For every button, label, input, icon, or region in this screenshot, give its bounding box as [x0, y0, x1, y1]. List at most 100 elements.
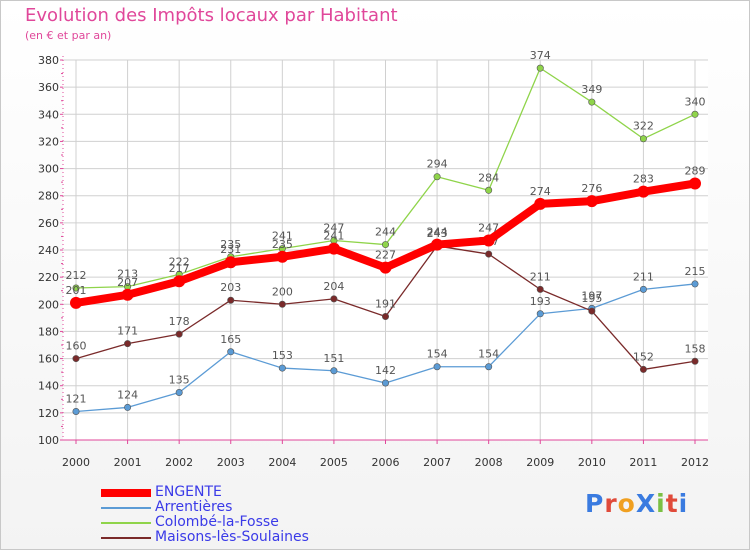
data-label-engente: 289: [685, 165, 706, 178]
y-tick-label: 320: [38, 135, 59, 148]
data-label-colombe-la-fosse: 212: [66, 269, 87, 282]
data-point-engente: [173, 275, 186, 288]
data-point-colombe-la-fosse: [72, 284, 80, 292]
data-label-maisons-les-soulaines: 158: [685, 342, 706, 355]
data-label-arrentieres: 215: [685, 265, 706, 278]
data-point-engente: [689, 177, 701, 190]
data-label-colombe-la-fosse: 284: [478, 171, 499, 184]
legend: ENGENTE Arrentières Colombé-la-Fosse Mai…: [101, 485, 401, 545]
data-point-maisons-les-soulaines: [639, 365, 647, 373]
legend-label-engente: ENGENTE: [155, 484, 222, 500]
y-tick-label: 300: [38, 163, 59, 176]
data-label-colombe-la-fosse: 294: [427, 158, 448, 171]
data-label-maisons-les-soulaines: 178: [169, 315, 190, 328]
x-tick-label: 2002: [165, 456, 193, 469]
data-label-maisons-les-soulaines: 243: [427, 227, 448, 240]
legend-item-colombe: Colombé-la-Fosse: [101, 515, 401, 530]
data-label-engente: 217: [169, 262, 190, 275]
chart-title: Evolution des Impôts locaux par Habitant: [25, 5, 398, 26]
data-point-engente: [276, 250, 289, 263]
data-label-colombe-la-fosse: 322: [633, 120, 654, 133]
legend-item-arrentieres: Arrentières: [101, 500, 401, 515]
y-tick-label: 180: [38, 325, 59, 338]
y-tick-label: 340: [38, 108, 59, 121]
legend-item-engente: ENGENTE: [101, 485, 401, 500]
data-point-arrentieres: [72, 407, 80, 415]
x-tick-label: 2009: [526, 456, 554, 469]
data-point-engente: [431, 238, 444, 251]
data-point-colombe-la-fosse: [639, 135, 647, 143]
data-point-arrentieres: [639, 285, 647, 293]
data-label-engente: 231: [220, 243, 241, 256]
data-label-maisons-les-soulaines: 195: [581, 292, 602, 305]
data-label-engente: 274: [530, 185, 551, 198]
y-tick-label: 120: [38, 407, 59, 420]
data-point-colombe-la-fosse: [381, 241, 389, 249]
x-tick-label: 2011: [629, 456, 657, 469]
data-label-arrentieres: 211: [633, 270, 654, 283]
data-point-colombe-la-fosse: [536, 64, 544, 72]
y-tick-label: 240: [38, 244, 59, 257]
data-label-engente: 207: [117, 276, 138, 289]
data-label-engente: 247: [478, 222, 499, 235]
data-label-arrentieres: 124: [117, 388, 138, 401]
data-label-arrentieres: 154: [478, 348, 499, 361]
legend-label-maisons: Maisons-lès-Soulaines: [155, 529, 309, 545]
data-point-maisons-les-soulaines: [691, 357, 699, 365]
legend-item-maisons: Maisons-lès-Soulaines: [101, 530, 401, 545]
data-point-arrentieres: [433, 363, 441, 371]
data-label-maisons-les-soulaines: 200: [272, 285, 293, 298]
legend-swatch-arrentieres: [101, 507, 151, 509]
data-label-colombe-la-fosse: 235: [220, 238, 241, 251]
data-point-engente: [637, 185, 650, 198]
data-point-engente: [224, 256, 237, 269]
data-point-maisons-les-soulaines: [175, 330, 183, 338]
data-label-maisons-les-soulaines: 204: [323, 280, 344, 293]
data-label-arrentieres: 165: [220, 333, 241, 346]
data-label-arrentieres: 121: [66, 393, 87, 406]
y-tick-label: 220: [38, 271, 59, 284]
legend-swatch-colombe: [101, 522, 151, 524]
data-point-arrentieres: [485, 363, 493, 371]
data-label-colombe-la-fosse: 247: [323, 222, 344, 235]
data-point-colombe-la-fosse: [485, 186, 493, 194]
data-point-engente: [482, 234, 495, 247]
data-label-engente: 241: [323, 230, 344, 243]
data-point-maisons-les-soulaines: [124, 340, 132, 348]
x-tick-label: 2003: [217, 456, 245, 469]
y-tick-label: 380: [38, 54, 59, 67]
data-point-maisons-les-soulaines: [72, 355, 80, 363]
data-point-maisons-les-soulaines: [381, 312, 389, 320]
y-tick-label: 140: [38, 380, 59, 393]
chart-subtitle: (en € et par an): [25, 29, 112, 42]
y-tick-label: 200: [38, 298, 59, 311]
y-tick-label: 360: [38, 81, 59, 94]
data-point-arrentieres: [124, 403, 132, 411]
data-label-arrentieres: 193: [530, 295, 551, 308]
x-tick-label: 2012: [681, 456, 709, 469]
legend-swatch-maisons: [101, 537, 151, 539]
data-point-colombe-la-fosse: [588, 98, 596, 106]
legend-label-arrentieres: Arrentières: [155, 499, 233, 515]
data-label-arrentieres: 135: [169, 374, 190, 387]
legend-swatch-engente: [101, 489, 151, 497]
data-label-colombe-la-fosse: 222: [169, 255, 190, 268]
data-label-maisons-les-soulaines: 160: [66, 340, 87, 353]
data-label-colombe-la-fosse: 213: [117, 268, 138, 281]
data-label-maisons-les-soulaines: 171: [117, 325, 138, 338]
data-label-colombe-la-fosse: 349: [581, 83, 602, 96]
data-label-maisons-les-soulaines: 191: [375, 298, 396, 311]
data-point-arrentieres: [175, 388, 183, 396]
x-tick-label: 2008: [475, 456, 503, 469]
data-point-maisons-les-soulaines: [330, 295, 338, 303]
data-point-arrentieres: [278, 364, 286, 372]
x-tick-label: 2005: [320, 456, 348, 469]
data-label-engente: 276: [581, 182, 602, 195]
data-label-colombe-la-fosse: 244: [375, 226, 396, 239]
data-point-engente: [121, 288, 134, 301]
data-point-arrentieres: [330, 367, 338, 375]
y-tick-label: 280: [38, 190, 59, 203]
data-point-arrentieres: [227, 348, 235, 356]
data-label-colombe-la-fosse: 340: [685, 95, 706, 108]
